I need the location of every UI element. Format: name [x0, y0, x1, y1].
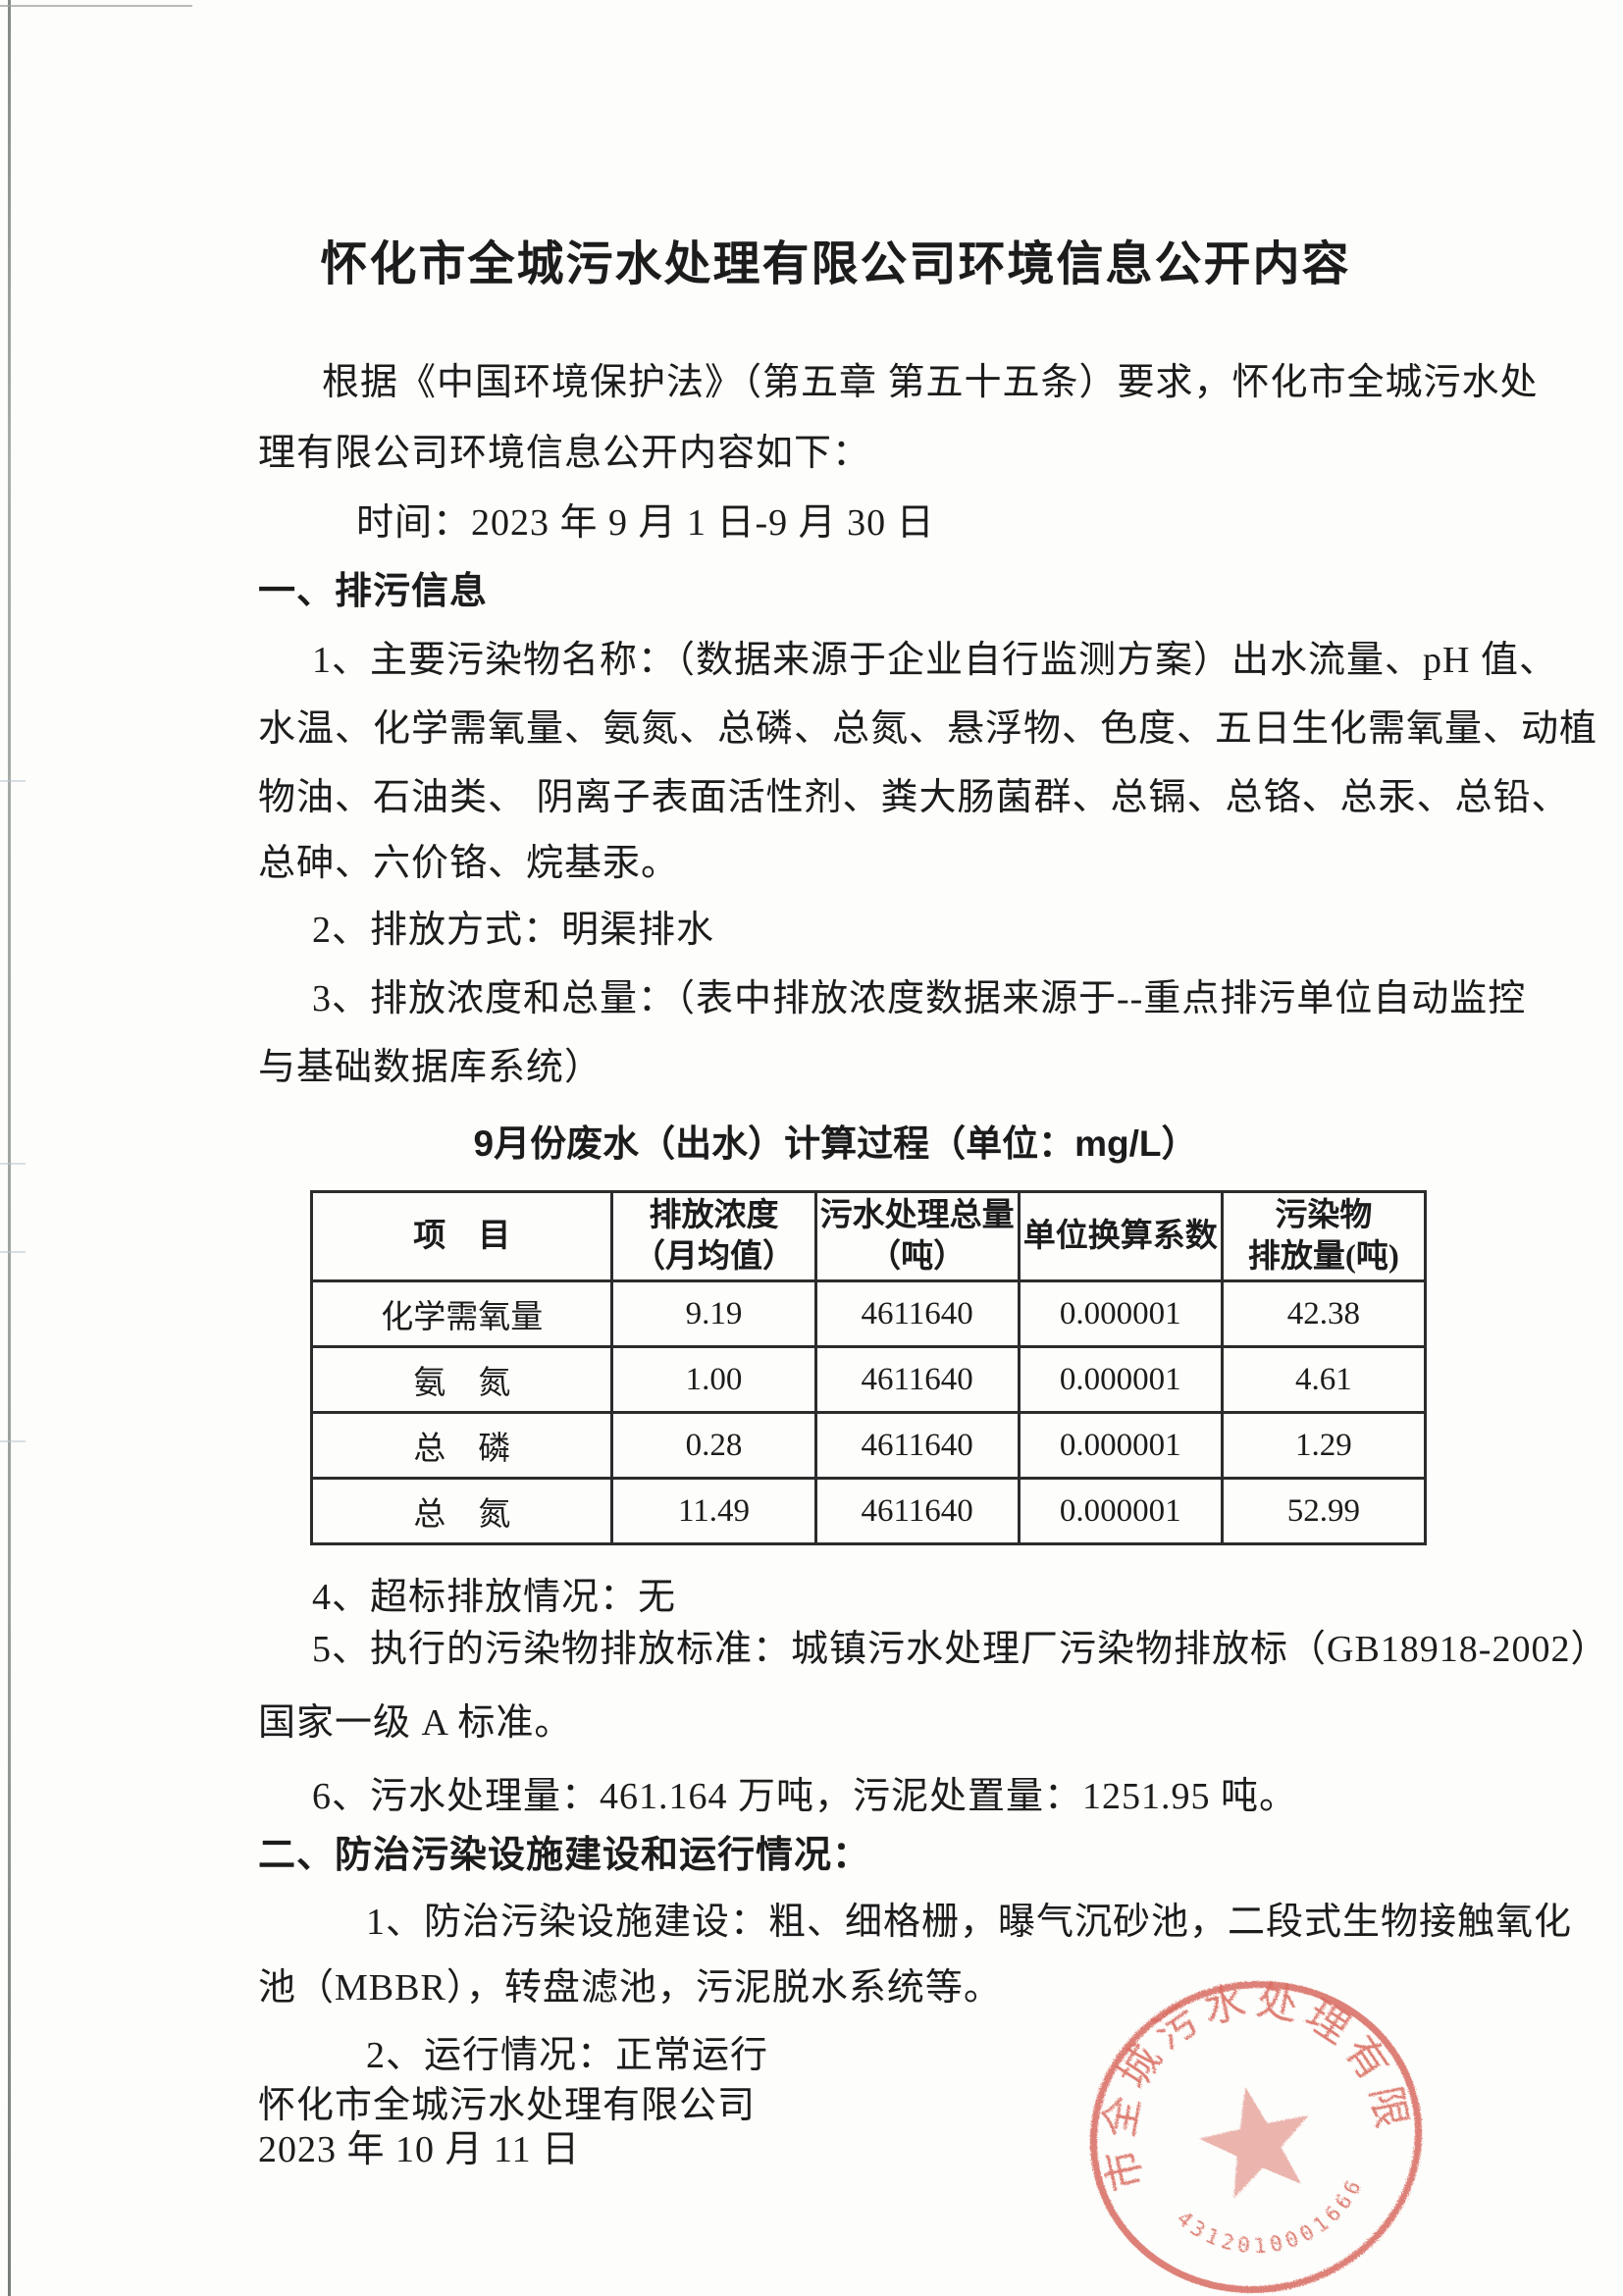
report-period-line: 时间：2023 年 9 月 1 日-9 月 30 日: [356, 502, 935, 544]
body-line: 1、防治污染设施建设：粗、细格栅，曝气沉砂池，二段式生物接触氧化: [366, 1902, 1573, 1943]
section-heading-1: 一、排污信息: [258, 571, 489, 612]
body-line: 水温、化学需氧量、氨氮、总磷、总氮、悬浮物、色度、五日生化需氧量、动植: [258, 708, 1598, 750]
body-line: 理有限公司环境信息公开内容如下：: [258, 433, 871, 474]
col-header-total-volume: 污水处理总量 （吨）: [813, 1190, 1021, 1282]
body-line: 1、主要污染物名称：（数据来源于企业自行监测方案）出水流量、pH 值、: [312, 640, 1557, 681]
scan-artifact-tick: [0, 1440, 26, 1442]
cell-value: 4611640: [813, 1345, 1021, 1414]
cell-value: 0.000001: [1017, 1477, 1224, 1545]
cell-value: 4611640: [813, 1279, 1021, 1348]
emissions-table: 项 目 排放浓度 （月均值） 污水处理总量 （吨） 单位换算系数 污染物 排放量…: [309, 1190, 1428, 1545]
cell-value: 4.61: [1220, 1345, 1428, 1414]
col-header-concentration: 排放浓度 （月均值）: [610, 1190, 817, 1282]
scanner-edge-top-line: [0, 5, 192, 7]
scanner-edge-line: [8, 0, 11, 2296]
cell-pollutant: 总 磷: [309, 1411, 614, 1480]
table-header-row: 项 目 排放浓度 （月均值） 污水处理总量 （吨） 单位换算系数 污染物 排放量…: [309, 1190, 1428, 1282]
body-line: 2、运行情况：正常运行: [366, 2035, 769, 2076]
seal-ring: [1089, 1981, 1423, 2293]
scan-artifact-tick: [0, 1251, 26, 1253]
cell-pollutant: 氨 氮: [309, 1345, 614, 1414]
body-line: 3、排放浓度和总量：（表中排放浓度数据来源于--重点排污单位自动监控: [312, 978, 1527, 1019]
body-line: 根据《中国环境保护法》（第五章 第五十五条）要求，怀化市全城污水处: [322, 362, 1539, 403]
body-line: 6、污水处理量：461.164 万吨，污泥处置量：1251.95 吨。: [312, 1776, 1298, 1817]
cell-pollutant: 总 氮: [309, 1477, 614, 1545]
cell-value: 0.000001: [1017, 1411, 1224, 1480]
cell-value: 0.000001: [1017, 1345, 1224, 1414]
body-line: 国家一级 A 标准。: [258, 1702, 573, 1744]
body-line: 池（MBBR），转盘滤池，污泥脱水系统等。: [258, 1967, 1002, 2009]
scan-artifact-tick: [0, 780, 26, 782]
cell-value: 4611640: [813, 1477, 1021, 1545]
signature-company: 怀化市全城污水处理有限公司: [258, 2085, 757, 2126]
body-line: 2、排放方式：明渠排水: [312, 910, 715, 951]
cell-value: 9.19: [610, 1279, 817, 1348]
body-line: 4、超标排放情况：无: [312, 1577, 677, 1618]
cell-value: 11.49: [610, 1477, 817, 1545]
table-row: 氨 氮 1.00 4611640 0.000001 4.61: [309, 1345, 1428, 1414]
col-header-item: 项 目: [309, 1190, 614, 1282]
company-seal: 怀化市全城污水处理有限公司 4312010001666: [1073, 1962, 1423, 2293]
scan-artifact-tick: [0, 1163, 26, 1165]
cell-value: 0.000001: [1017, 1279, 1224, 1348]
cell-value: 52.99: [1220, 1477, 1428, 1545]
col-header-discharge: 污染物 排放量(吨): [1220, 1190, 1428, 1282]
signature-date: 2023 年 10 月 11 日: [258, 2129, 581, 2170]
cell-value: 42.38: [1220, 1279, 1428, 1348]
cell-value: 0.28: [610, 1411, 817, 1480]
section-heading-2: 二、防治污染设施建设和运行情况：: [258, 1835, 871, 1876]
body-line: 与基础数据库系统）: [258, 1047, 603, 1088]
cell-pollutant: 化学需氧量: [309, 1279, 614, 1348]
cell-value: 4611640: [813, 1411, 1021, 1480]
body-line: 5、执行的污染物排放标准：城镇污水处理厂污染物排放标（GB18918-2002）: [312, 1629, 1609, 1670]
seal-star: [1198, 2087, 1309, 2199]
cell-value: 1.29: [1220, 1411, 1428, 1480]
table-caption: 9月份废水（出水）计算过程（单位：mg/L）: [473, 1123, 1198, 1164]
cell-value: 1.00: [610, 1345, 817, 1414]
document-content: 怀化市全城污水处理有限公司环境信息公开内容 根据《中国环境保护法》（第五章 第五…: [258, 0, 1607, 2296]
body-line: 总砷、六价铬、烷基汞。: [258, 843, 680, 884]
table-row: 总 氮 11.49 4611640 0.000001 52.99: [309, 1477, 1428, 1545]
table-row: 总 磷 0.28 4611640 0.000001 1.29: [309, 1411, 1428, 1480]
body-line: 物油、石油类、 阴离子表面活性剂、粪大肠菌群、总镉、总铬、总汞、总铅、: [258, 777, 1570, 818]
page-title: 怀化市全城污水处理有限公司环境信息公开内容: [320, 238, 1351, 290]
table-row: 化学需氧量 9.19 4611640 0.000001 42.38: [309, 1279, 1428, 1348]
col-header-conversion: 单位换算系数: [1017, 1190, 1224, 1282]
